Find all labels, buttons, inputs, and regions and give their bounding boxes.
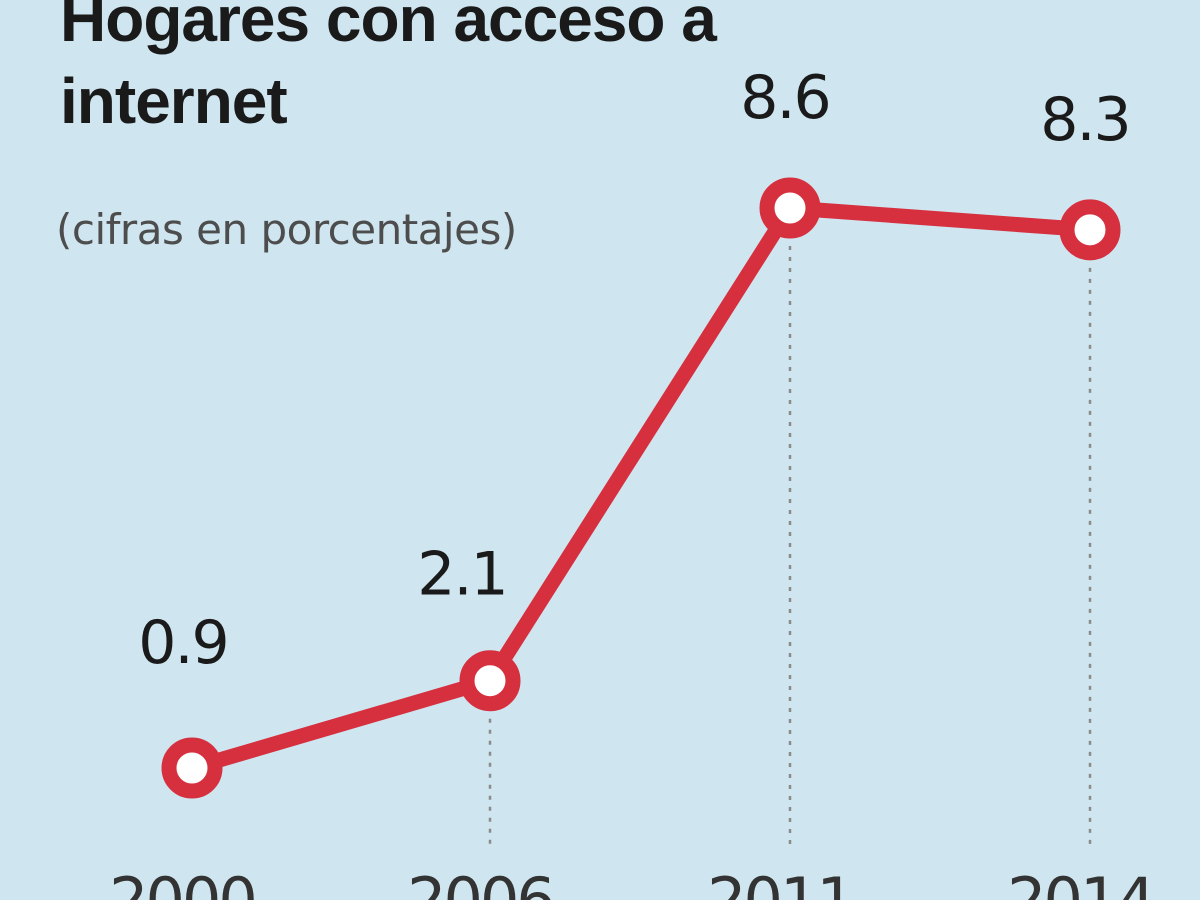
data-point-2014 bbox=[1059, 199, 1121, 261]
x-tick-label-2011: 2011 bbox=[707, 864, 853, 900]
chart-subtitle: (cifras en porcentajes) bbox=[56, 205, 517, 254]
value-label-2011: 8.6 bbox=[740, 63, 829, 133]
data-points bbox=[161, 177, 1121, 799]
x-tick-label-2000: 2000 bbox=[109, 864, 255, 900]
data-point-2000 bbox=[161, 737, 223, 799]
guide-lines bbox=[488, 246, 1092, 850]
series-line-group bbox=[184, 200, 1098, 776]
chart-title: Hogares con acceso a internet bbox=[60, 0, 717, 137]
x-axis-ticks: 2000 2006 2011 2014 bbox=[109, 864, 1156, 900]
series-line bbox=[184, 200, 1098, 776]
value-labels: 0.9 2.1 8.6 8.3 bbox=[138, 63, 1131, 678]
data-point-2006 bbox=[459, 650, 521, 712]
x-tick-label-2014: 2014 bbox=[1007, 864, 1153, 900]
value-label-2000: 0.9 bbox=[138, 608, 227, 678]
x-tick-label-2006: 2006 bbox=[407, 864, 553, 900]
data-point-2011 bbox=[759, 177, 821, 239]
value-label-2014: 8.3 bbox=[1040, 85, 1129, 155]
value-label-2006: 2.1 bbox=[417, 540, 506, 610]
